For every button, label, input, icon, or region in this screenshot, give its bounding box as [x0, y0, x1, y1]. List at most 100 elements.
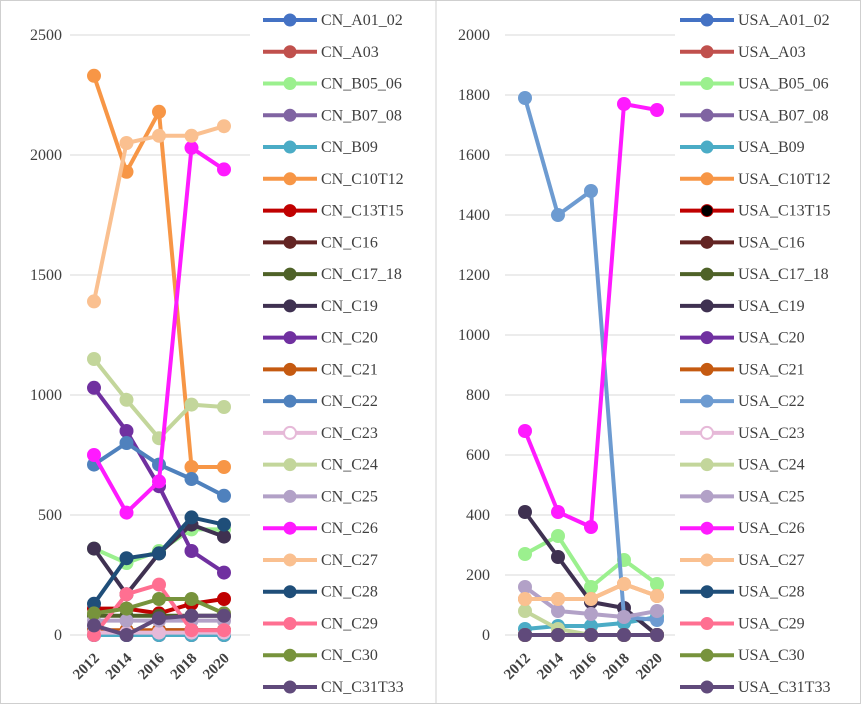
cn-series-cn-c26	[87, 140, 231, 520]
legend-label: CN_C27	[321, 552, 378, 569]
data-point	[217, 608, 231, 623]
chart-usa: 0 200 400 600 800 1000 1200 1400 1600 1800 2000 201…	[435, 0, 830, 704]
legend-label: USA_B05_06	[738, 76, 829, 93]
usa-y-tick-label: 1000	[458, 327, 490, 344]
legend-label: CN_C22	[321, 393, 378, 410]
data-point	[650, 577, 664, 591]
usa-legend-item: USA_C28	[680, 584, 805, 601]
data-point	[650, 604, 664, 618]
data-point	[217, 517, 231, 532]
data-point	[518, 424, 532, 438]
legend-label: CN_C29	[321, 615, 378, 632]
data-point	[518, 91, 532, 105]
legend-swatch-marker	[700, 616, 714, 630]
cn-legend-item: CN_C17_18	[263, 266, 402, 283]
data-point	[184, 128, 199, 143]
data-point	[152, 546, 166, 561]
cn-series-cn-c24	[87, 352, 231, 446]
legend-label: CN_C31T33	[321, 679, 404, 696]
usa-legend-item: USA_C20	[680, 330, 805, 347]
legend-label: CN_C30	[321, 647, 378, 664]
legend-swatch-marker	[283, 553, 297, 567]
legend-label: CN_B05_06	[321, 76, 402, 93]
data-point	[551, 592, 565, 606]
usa-legend-item: USA_A01_02	[680, 12, 830, 29]
legend-swatch-marker	[283, 362, 297, 376]
legend-swatch-marker	[700, 299, 714, 313]
cn-legend-item: CN_C21	[263, 361, 378, 378]
series-line	[524, 534, 659, 589]
data-point	[184, 460, 199, 474]
legend-label: CN_C26	[321, 520, 378, 537]
usa-legend-item: USA_C23	[680, 425, 805, 442]
legend-swatch-marker	[283, 77, 297, 91]
usa-x-tick-label: 2014	[534, 650, 567, 683]
legend-swatch-marker	[283, 585, 297, 599]
data-point	[119, 601, 134, 616]
data-point	[551, 529, 565, 543]
data-point	[119, 424, 134, 438]
legend-swatch-marker	[700, 521, 714, 535]
usa-legend-item: USA_C10T12	[680, 171, 830, 188]
usa-y-tick-label: 1400	[458, 207, 490, 224]
data-point	[184, 472, 199, 486]
legend-swatch-marker	[283, 267, 297, 281]
legend-label: USA_C27	[738, 552, 805, 569]
usa-legend-item: USA_C30	[680, 647, 805, 664]
cn-legend-item: CN_C25	[263, 488, 378, 505]
cn-y-tick-label: 1000	[30, 387, 62, 404]
legend-swatch-marker	[700, 458, 714, 472]
legend-swatch-marker	[700, 77, 714, 91]
legend-label: USA_C19	[738, 298, 805, 315]
data-point	[152, 577, 166, 592]
cn-y-tick-label: 2500	[30, 27, 62, 44]
legend-swatch-marker	[283, 425, 297, 440]
data-point	[617, 610, 631, 624]
cn-series-cn-c28	[87, 510, 231, 611]
legend-label: CN_C28	[321, 584, 378, 601]
legend-swatch-marker	[700, 140, 714, 154]
cn-y-tick-label: 1500	[30, 267, 62, 284]
data-point	[119, 613, 134, 628]
usa-x-tick-label: 2016	[567, 650, 600, 683]
data-point	[551, 505, 565, 519]
data-point	[152, 474, 166, 489]
cn-legend-item: CN_C30	[263, 647, 378, 664]
data-point	[518, 547, 532, 561]
data-point	[87, 628, 101, 642]
legend-label: CN_A01_02	[321, 12, 403, 29]
legend-swatch-marker	[700, 585, 714, 599]
data-point	[617, 97, 631, 111]
data-point	[584, 184, 598, 198]
cn-legend-item: CN_C27	[263, 552, 378, 569]
cn-legend-item: CN_C10T12	[263, 171, 404, 188]
legend-label: USA_C10T12	[738, 171, 830, 188]
data-point	[119, 392, 134, 407]
legend-swatch-marker	[283, 13, 297, 27]
legend-swatch-marker	[700, 235, 714, 249]
usa-x-tick-label: 2018	[600, 651, 633, 684]
data-point	[184, 544, 199, 558]
cn-series-cn-c27	[87, 119, 231, 309]
data-point	[551, 628, 565, 642]
data-point	[217, 565, 231, 580]
data-point	[650, 103, 664, 117]
usa-legend-item: USA_C22	[680, 393, 805, 410]
data-point	[87, 448, 101, 462]
data-point	[650, 589, 664, 603]
usa-y-tick-label: 800	[466, 387, 490, 404]
legend-swatch-marker	[283, 45, 297, 59]
legend-label: USA_B07_08	[738, 107, 829, 124]
usa-y-tick-label: 400	[466, 507, 490, 524]
legend-label: USA_C17_18	[738, 266, 829, 283]
cn-x-tick-label: 2014	[103, 650, 136, 683]
data-point	[184, 140, 199, 155]
data-point	[617, 628, 631, 642]
legend-label: USA_A01_02	[738, 12, 830, 29]
data-point	[518, 592, 532, 606]
data-point	[584, 520, 598, 534]
cn-x-tick-label: 2020	[200, 651, 233, 684]
legend-swatch-marker	[283, 172, 297, 186]
usa-legend-item: USA_C13T15	[680, 203, 830, 220]
